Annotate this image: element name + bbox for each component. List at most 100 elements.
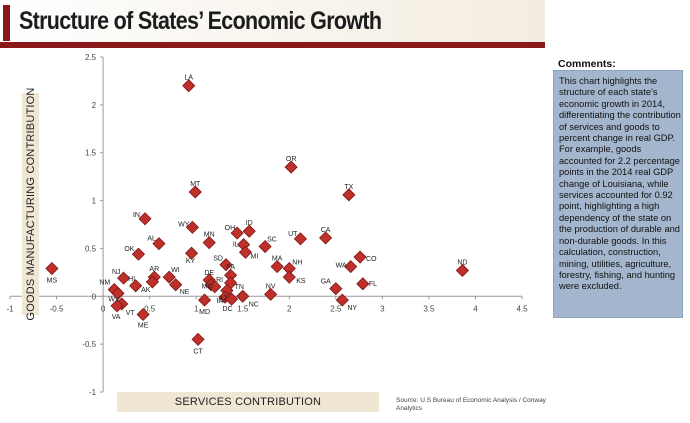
x-tick-label: -0.5 [50, 304, 64, 313]
data-point-la [182, 79, 196, 93]
point-label-ok: OK [124, 246, 134, 253]
y-tick-label: -1 [89, 388, 97, 397]
comments-text: This chart highlights the structure of e… [559, 76, 681, 292]
point-label-in: IN [133, 212, 140, 219]
data-point-wa [344, 260, 358, 274]
point-label-ms: MS [47, 278, 58, 285]
x-tick-label: 0.5 [144, 304, 156, 313]
x-axis-label: SERVICES CONTRIBUTION [174, 396, 322, 408]
point-label-dc: DC [222, 306, 232, 313]
point-label-ca: CA [321, 227, 331, 234]
point-label-wv: WV [108, 296, 120, 303]
data-point-ne [169, 278, 183, 292]
title-bar [0, 0, 545, 42]
point-label-de: DE [204, 270, 214, 277]
x-tick-label: 1.5 [237, 304, 249, 313]
x-tick-label: 3 [380, 304, 385, 313]
data-point-co [353, 250, 367, 264]
data-point-mt [188, 185, 202, 199]
y-tick-label: 0.5 [85, 244, 97, 253]
data-point-mi [238, 245, 253, 259]
point-label-wy: WY [178, 221, 190, 228]
chart-title: Structure of States’ Economic Growth [19, 7, 382, 35]
data-point-ok [131, 247, 146, 261]
point-label-fl: FL [369, 281, 377, 288]
data-point-ms [45, 261, 59, 276]
point-label-nc: NC [249, 301, 259, 308]
y-tick-label: 1 [92, 197, 97, 206]
data-point-fl [356, 277, 370, 291]
point-label-wi: WI [171, 267, 180, 274]
data-point-ga [329, 282, 343, 296]
data-point-mo [208, 280, 222, 294]
point-label-ri: RI [216, 277, 223, 284]
y-tick-label: -0.5 [82, 340, 96, 349]
chart-points [45, 79, 469, 346]
x-tick-label: -1 [6, 304, 14, 313]
point-label-al: AL [147, 236, 156, 243]
x-tick-label: 0 [101, 304, 106, 313]
point-label-sc: SC [267, 237, 277, 244]
x-tick-label: 2 [287, 304, 292, 313]
data-point-id [242, 224, 256, 238]
x-tick-label: 4 [473, 304, 478, 313]
point-label-mi: MI [251, 253, 259, 260]
y-tick-label: 1.5 [85, 149, 97, 158]
x-axis-label-band [117, 392, 379, 412]
data-point-ny [335, 293, 349, 307]
y-tick-label: 2 [92, 101, 97, 110]
point-label-me: ME [138, 322, 149, 329]
y-tick-label: 2.5 [85, 53, 97, 62]
point-label-sd: SD [213, 256, 223, 263]
point-label-ct: CT [193, 348, 203, 355]
x-tick-label: 2.5 [330, 304, 342, 313]
point-label-ia: IA [217, 298, 224, 305]
data-point-hi [129, 279, 143, 293]
data-point-nj [117, 271, 131, 285]
point-label-md: MD [199, 309, 210, 316]
point-label-va: VA [112, 314, 121, 321]
data-point-wy [185, 220, 200, 234]
point-label-tx: TX [344, 184, 353, 191]
data-point-dc [224, 292, 239, 306]
x-tick-label: 1 [194, 304, 199, 313]
point-label-nj: NJ [112, 269, 121, 276]
point-label-ar: AR [149, 266, 159, 273]
data-point-or [284, 160, 298, 174]
x-tick-label: 4.5 [516, 304, 528, 313]
data-point-sd [219, 258, 233, 272]
point-label-hi: HI [128, 276, 135, 283]
scatter-chart: -1 -0.5 0 0.5 1 1.5 2 2.5 3 3.5 4 4.5 2.5 2 1.5 1 0.5 0 -0… [6, 53, 528, 397]
data-point-va [110, 299, 124, 313]
data-point-nv [264, 287, 278, 301]
data-point-al [152, 237, 166, 251]
data-point-ks [282, 270, 296, 284]
point-label-vt: VT [126, 310, 136, 317]
comments-panel [553, 70, 683, 318]
point-label-mo: MO [202, 284, 214, 291]
title-rule [0, 42, 545, 48]
point-label-ne: NE [180, 289, 190, 296]
data-point-ct [191, 332, 205, 346]
point-label-az: AZ [218, 296, 228, 303]
point-label-oh: OH [225, 225, 236, 232]
data-point-ma [270, 260, 284, 274]
title-accent-bar [3, 5, 10, 41]
data-point-wi [162, 270, 176, 284]
point-label-il: IL [233, 242, 239, 249]
point-label-mn: MN [204, 232, 215, 239]
point-label-mt: MT [190, 181, 201, 188]
y-axis-label: GOODS MANUFACTURING CONTRIBUTION [25, 87, 37, 321]
y-tick-label: 0 [92, 292, 97, 301]
point-label-nd: ND [457, 259, 467, 266]
point-label-tn: TN [235, 284, 244, 291]
point-label-pa: PA [226, 264, 235, 271]
point-label-ga: GA [321, 279, 331, 286]
y-axis-label-band [22, 93, 39, 315]
data-point-sc [258, 239, 272, 254]
data-point-mn [202, 236, 216, 250]
data-point-ak [145, 275, 159, 289]
data-point-wv [111, 286, 125, 300]
data-point-nd [455, 263, 469, 278]
point-label-nm: NM [99, 280, 110, 287]
